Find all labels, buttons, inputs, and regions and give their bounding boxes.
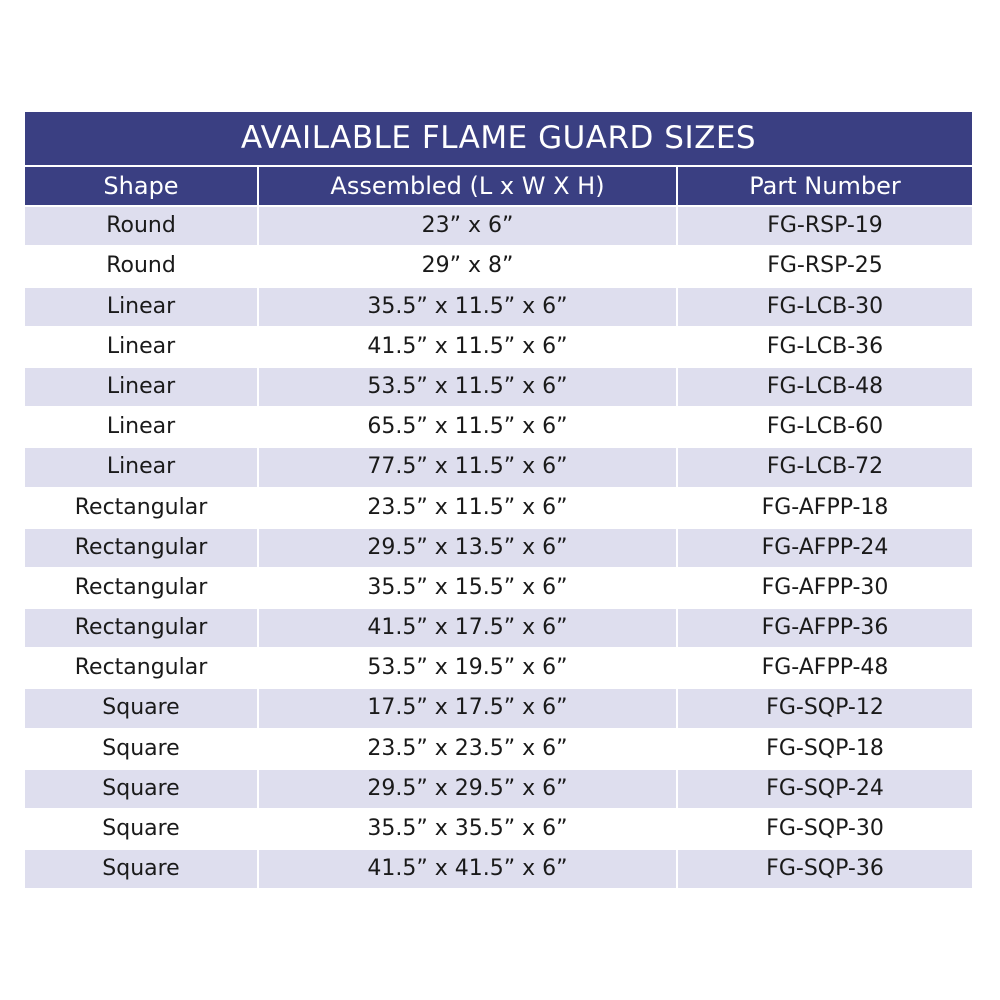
shape-cell: Rectangular: [74, 574, 208, 600]
assembled-size-cell: 53.5” x 11.5” x 6”: [259, 367, 676, 407]
assembled-size-cell: 77.5” x 11.5” x 6”: [259, 448, 676, 487]
part-number-cell: FG-SQP-36: [678, 850, 972, 889]
part-number-cell: FG-SQP-18: [766, 735, 884, 761]
column-header-assembled: Assembled (L x W X H): [259, 167, 676, 206]
part-number-cell: FG-RSP-25: [767, 253, 883, 279]
table-row: Square 17.5” x 17.5” x 6” FG-SQP-12: [25, 689, 972, 728]
part-number-cell: FG-SQP-12: [678, 689, 972, 728]
header-row: Shape Assembled (L x W X H) Part Number: [25, 167, 972, 206]
table-row: Rectangular 53.5” x 19.5” x 6” FG-AFPP-48: [25, 649, 972, 687]
part-number-cell: FG-SQP-24: [678, 769, 972, 808]
part-number-cell: FG-LCB-72: [678, 448, 972, 487]
assembled-size-cell: 23.5” x 11.5” x 6”: [367, 494, 568, 520]
flame-guard-sizes-table: AVAILABLE FLAME GUARD SIZES Shape Assemb…: [25, 112, 972, 890]
shape-cell: Square: [102, 816, 180, 841]
part-number-cell: FG-AFPP-48: [761, 655, 889, 681]
table-title: AVAILABLE FLAME GUARD SIZES: [25, 112, 972, 165]
shape-cell: Linear: [25, 367, 257, 407]
part-number-cell: FG-LCB-48: [678, 367, 972, 407]
part-number-cell: FG-AFPP-24: [678, 528, 972, 567]
shape-cell: Square: [25, 689, 257, 728]
table-row: Linear 35.5” x 11.5” x 6” FG-LCB-30: [25, 287, 972, 326]
part-number-cell: FG-AFPP-18: [761, 494, 889, 520]
assembled-size-cell: 23.5” x 23.5” x 6”: [367, 735, 568, 761]
shape-cell: Rectangular: [25, 528, 257, 567]
table-row: Rectangular 23.5” x 11.5” x 6” FG-AFPP-18: [25, 489, 972, 527]
table-row: Square 35.5” x 35.5” x 6” FG-SQP-30: [25, 810, 972, 848]
table-body: Round 23” x 6” FG-RSP-19 Round 29” x 8” FG-RS…: [25, 207, 972, 889]
assembled-size-cell: 23” x 6”: [259, 207, 676, 246]
shape-cell: Rectangular: [25, 609, 257, 648]
part-number-cell: FG-AFPP-30: [761, 574, 889, 600]
shape-cell: Square: [25, 850, 257, 889]
table-row: Square 29.5” x 29.5” x 6” FG-SQP-24: [25, 769, 972, 808]
assembled-size-cell: 29.5” x 13.5” x 6”: [259, 528, 676, 567]
table-row: Linear 41.5” x 11.5” x 6” FG-LCB-36: [25, 328, 972, 366]
part-number-cell: FG-RSP-19: [678, 207, 972, 246]
shape-cell: Round: [106, 253, 176, 279]
table-row: Linear 77.5” x 11.5” x 6” FG-LCB-72: [25, 448, 972, 487]
shape-cell: Linear: [106, 333, 176, 359]
table-row: Linear 65.5” x 11.5” x 6” FG-LCB-60: [25, 408, 972, 446]
shape-cell: Square: [102, 735, 180, 761]
assembled-size-cell: 53.5” x 19.5” x 6”: [367, 655, 568, 681]
assembled-size-cell: 41.5” x 11.5” x 6”: [367, 333, 568, 359]
table-row: Linear 53.5” x 11.5” x 6” FG-LCB-48: [25, 367, 972, 407]
shape-cell: Rectangular: [74, 655, 208, 681]
assembled-size-cell: 17.5” x 17.5” x 6”: [259, 689, 676, 728]
assembled-size-cell: 35.5” x 15.5” x 6”: [367, 574, 568, 600]
assembled-size-cell: 41.5” x 17.5” x 6”: [259, 609, 676, 648]
column-header-shape: Shape: [25, 167, 257, 206]
shape-cell: Square: [25, 769, 257, 808]
table-row: Rectangular 29.5” x 13.5” x 6” FG-AFPP-24: [25, 528, 972, 567]
assembled-size-cell: 35.5” x 11.5” x 6”: [259, 287, 676, 326]
part-number-cell: FG-LCB-30: [678, 287, 972, 326]
column-header-part-number: Part Number: [678, 167, 972, 206]
assembled-size-cell: 35.5” x 35.5” x 6”: [367, 816, 568, 841]
part-number-cell: FG-LCB-36: [766, 333, 884, 359]
table-row: Round 29” x 8” FG-RSP-25: [25, 247, 972, 285]
assembled-size-cell: 41.5” x 41.5” x 6”: [259, 850, 676, 889]
part-number-cell: FG-AFPP-36: [678, 609, 972, 648]
assembled-size-cell: 65.5” x 11.5” x 6”: [367, 414, 568, 440]
assembled-size-cell: 29” x 8”: [421, 253, 514, 279]
table-row: Square 23.5” x 23.5” x 6” FG-SQP-18: [25, 730, 972, 768]
part-number-cell: FG-SQP-30: [766, 816, 884, 841]
shape-cell: Rectangular: [74, 494, 208, 520]
table-row: Rectangular 35.5” x 15.5” x 6” FG-AFPP-30: [25, 569, 972, 607]
shape-cell: Round: [25, 207, 257, 246]
table-row: Rectangular 41.5” x 17.5” x 6” FG-AFPP-36: [25, 609, 972, 648]
shape-cell: Linear: [25, 448, 257, 487]
assembled-size-cell: 29.5” x 29.5” x 6”: [259, 769, 676, 808]
shape-cell: Linear: [25, 287, 257, 326]
part-number-cell: FG-LCB-60: [766, 414, 884, 440]
table-row: Round 23” x 6” FG-RSP-19: [25, 207, 972, 246]
table-row: Square 41.5” x 41.5” x 6” FG-SQP-36: [25, 850, 972, 889]
shape-cell: Linear: [106, 414, 176, 440]
